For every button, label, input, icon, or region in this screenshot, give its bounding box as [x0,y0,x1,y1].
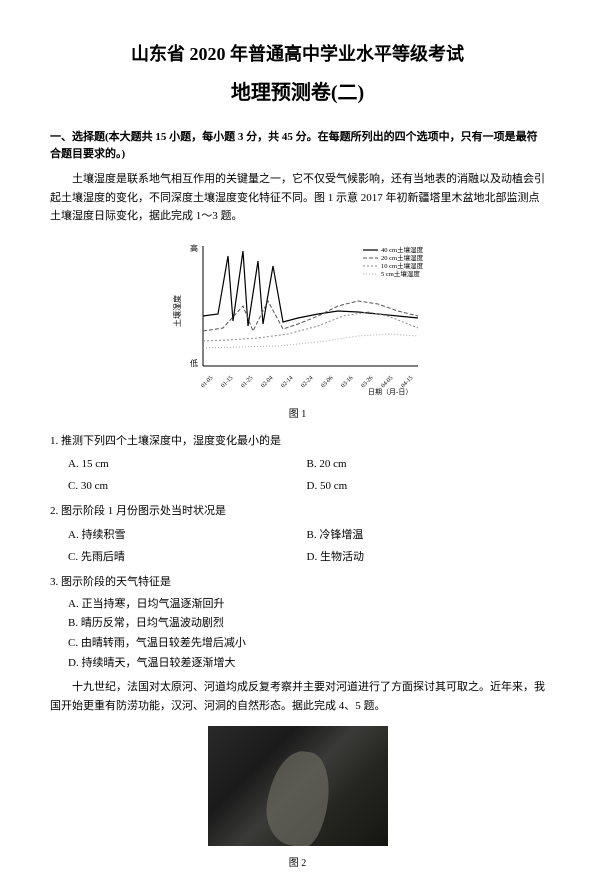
figure-2: 图 2 [50,726,545,872]
figure-1-caption: 图 1 [50,407,545,423]
svg-text:5 cm土壤湿度: 5 cm土壤湿度 [381,269,420,278]
svg-text:10 cm土壤湿度: 10 cm土壤湿度 [381,261,424,270]
svg-text:低: 低 [190,358,198,368]
main-title: 山东省 2020 年普通高中学业水平等级考试 [50,40,545,69]
q3-option-a: A. 正当持寒，日均气温逐渐回升 [68,596,563,614]
q2-option-a: A. 持续积雪 [68,527,307,545]
q3-option-d: D. 持续晴天，气温日较差逐渐增大 [68,655,563,673]
question-2: 2. 图示阶段 1 月份图示处当时状况是 [50,503,545,521]
question-3: 3. 图示阶段的天气特征是 [50,574,545,592]
question-1: 1. 推测下列四个土壤深度中，湿度变化最小的是 [50,433,545,451]
passage-2: 十九世纪，法国对太原河、河道均成反复考察并主要对河道进行了方面探讨其可取之。近年… [50,678,545,715]
sub-title: 地理预测卷(二) [50,77,545,109]
svg-text:高: 高 [190,243,198,253]
q2-option-d: D. 生物活动 [307,549,546,567]
q2-option-c: C. 先雨后晴 [68,549,307,567]
svg-text:日期（月-日）: 日期（月-日） [368,388,412,396]
section-1-header: 一、选择题(本大题共 15 小题，每小题 3 分，共 45 分。在每题所列出的四… [50,129,545,164]
passage-1: 土壤湿度是联系地气相互作用的关键量之一，它不仅受气候影响，还有当地表的消融以及动… [50,170,545,226]
svg-text:土壤湿度: 土壤湿度 [172,295,182,327]
question-2-options: A. 持续积雪 B. 冷锋增温 C. 先雨后晴 D. 生物活动 [68,525,545,568]
q1-option-b: B. 20 cm [307,456,546,474]
q3-option-c: C. 由晴转雨，气温日较差先增后减小 [68,635,563,653]
q1-option-d: D. 50 cm [307,478,546,496]
question-1-options: A. 15 cm B. 20 cm C. 30 cm D. 50 cm [68,454,545,497]
river-photo [208,726,388,846]
figure-2-caption: 图 2 [50,856,545,872]
soil-moisture-chart: 土壤湿度 高 低 01-05 01-15 01-25 02-04 02-14 0… [168,236,428,396]
svg-text:40 cm土壤湿度: 40 cm土壤湿度 [381,245,424,254]
q1-option-a: A. 15 cm [68,456,307,474]
q3-option-b: B. 晴历反常，日均气温波动剧烈 [68,615,563,633]
q1-option-c: C. 30 cm [68,478,307,496]
figure-1: 土壤湿度 高 低 01-05 01-15 01-25 02-04 02-14 0… [50,236,545,423]
svg-text:20 cm土壤湿度: 20 cm土壤湿度 [381,253,424,262]
q2-option-b: B. 冷锋增温 [307,527,546,545]
